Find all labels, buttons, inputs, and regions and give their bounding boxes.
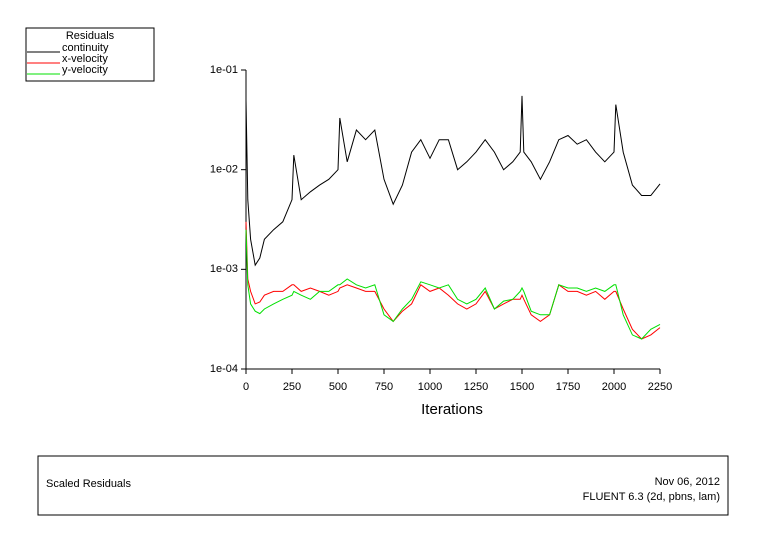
series-line [245,221,661,340]
legend-label: y-velocity [62,64,108,76]
footer-left: Scaled Residuals [46,478,131,490]
x-axis-label: Iterations [421,401,483,418]
legend-title: Residuals [66,30,115,42]
y-tick-label: 1e-02 [210,164,238,176]
legend-label: continuity [62,42,109,54]
legend-label: x-velocity [62,53,108,65]
legend-box [25,27,155,82]
footer-solver: FLUENT 6.3 (2d, pbns, lam) [583,491,720,503]
series-line [245,229,661,340]
y-tick-label: 1e-01 [210,64,238,76]
footer-box [37,455,729,516]
x-tick-label: 1250 [464,381,488,393]
footer-date: Nov 06, 2012 [655,476,720,488]
x-tick-label: 250 [283,381,301,393]
x-tick-label: 1750 [556,381,580,393]
x-tick-label: 1500 [510,381,534,393]
x-tick-label: 500 [329,381,347,393]
x-tick-label: 1000 [418,381,442,393]
x-tick-label: 0 [243,381,249,393]
x-tick-label: 2000 [602,381,626,393]
y-tick-label: 1e-03 [210,263,238,275]
series-line [245,95,661,267]
x-tick-label: 750 [375,381,393,393]
y-tick-label: 1e-04 [210,363,238,375]
x-tick-label: 2250 [648,381,672,393]
